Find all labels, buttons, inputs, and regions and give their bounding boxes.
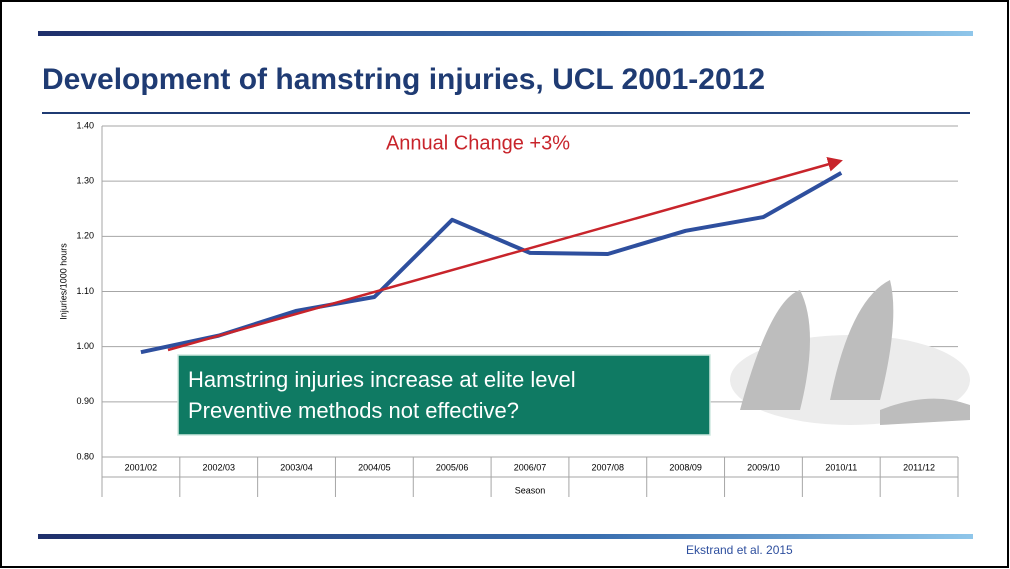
bottom-bar xyxy=(38,534,973,539)
y-tick-label: 0.90 xyxy=(76,396,94,406)
x-tick-label: 2010/11 xyxy=(825,462,857,472)
x-tick-label: 2003/04 xyxy=(280,462,313,472)
x-tick-label: 2002/03 xyxy=(202,462,235,472)
x-tick-label: 2001/02 xyxy=(125,462,158,472)
chart: 0.80 0.90 1.00 1.10 1.20 1.30 1.40 Injuries/100… xyxy=(58,120,959,497)
callout-line: Hamstring injuries increase at elite lev… xyxy=(188,367,576,392)
y-tick-label: 1.00 xyxy=(76,341,94,351)
x-tick-label: 2004/05 xyxy=(358,462,391,472)
x-tick-label: 2005/06 xyxy=(436,462,469,472)
y-tick-label: 1.20 xyxy=(76,231,94,241)
x-tick-label: 2011/12 xyxy=(903,462,935,472)
x-axis-label: Season xyxy=(515,485,546,495)
illustration-figures xyxy=(740,280,970,425)
callout-box xyxy=(177,354,711,436)
top-bar xyxy=(38,31,973,36)
footer: Ekstrand et al. 2015 xyxy=(686,543,793,557)
y-tick-label: 1.30 xyxy=(76,176,94,186)
annotation: Annual Change +3% xyxy=(386,132,570,154)
data-line xyxy=(140,171,843,355)
trend-arrow xyxy=(167,157,843,352)
x-tick-label: 2006/07 xyxy=(514,462,547,472)
x-tick-label: 2008/09 xyxy=(669,462,702,472)
y-tick-label: 0.80 xyxy=(76,451,94,461)
y-tick-label: 1.40 xyxy=(76,120,94,130)
callout-line: Preventive methods not effective? xyxy=(188,398,519,423)
x-tick-label: 2009/10 xyxy=(747,462,780,472)
illustration xyxy=(730,280,970,425)
slide-title: Development of hamstring injuries, UCL 2… xyxy=(42,63,765,96)
x-tick-label: 2007/08 xyxy=(592,462,625,472)
y-axis-label: Injuries/1000 hours xyxy=(58,243,68,320)
y-tick-label: 1.10 xyxy=(76,286,94,296)
